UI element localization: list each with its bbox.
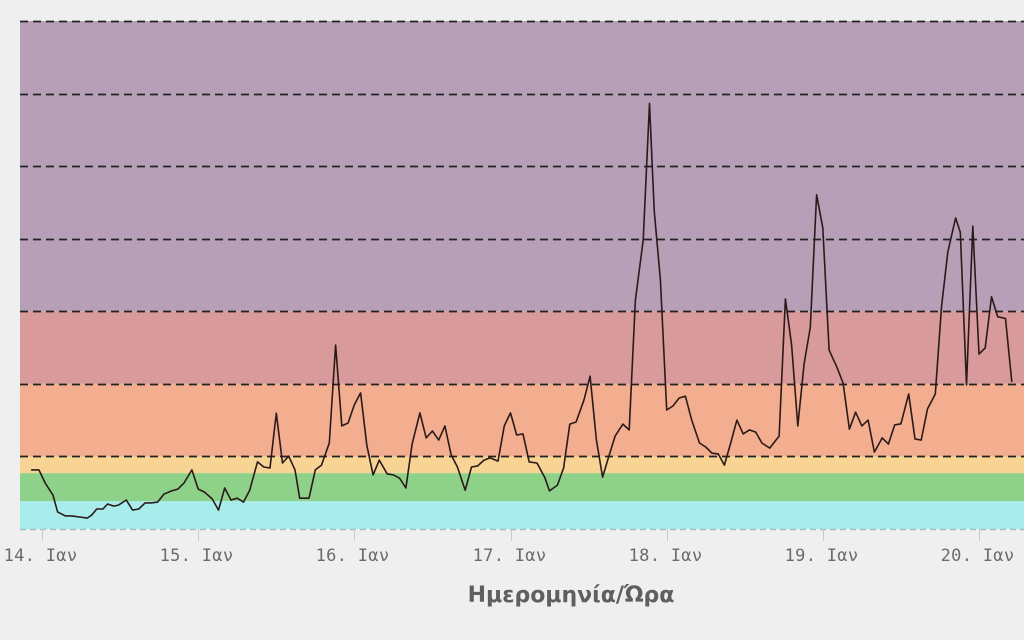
x-axis-title: Ημερομηνία/Ώρα [467,583,675,608]
band-5 [20,311,1024,384]
x-tick-label: 17. Ιαν [472,546,547,566]
x-tick-label: 15. Ιαν [159,546,234,566]
band-4 [20,383,1024,457]
x-tick-label: 20. Ιαν [940,546,1015,566]
x-tick-label: 19. Ιαν [784,546,859,566]
band-2 [20,473,1024,502]
band-1 [20,501,1024,529]
gridlines [20,20,1024,531]
band-3 [20,456,1024,474]
x-tick-marks [42,529,980,541]
x-tick-label: 18. Ιαν [628,546,703,566]
x-tick-label: 14. Ιαν [3,546,78,566]
x-tick-label: 16. Ιαν [315,546,390,566]
data-line[interactable] [31,102,1013,519]
threshold-bands [20,21,1024,529]
